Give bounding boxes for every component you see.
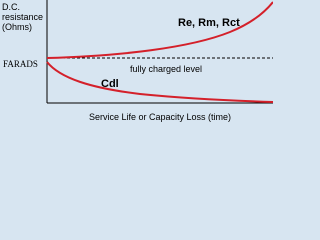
lower-curve xyxy=(46,61,273,103)
background xyxy=(0,0,273,125)
y-axis-top-label: (Ohms) xyxy=(2,22,32,32)
y-axis-top-label: D.C. xyxy=(2,2,20,12)
upper-curve-label: Re, Rm, Rct xyxy=(178,17,240,29)
reference-label: fully charged level xyxy=(130,64,202,74)
x-axis-label: Service Life or Capacity Loss (time) xyxy=(89,112,231,122)
diagram: D.C. resistance (Ohms) FARADS Re, Rm, Rc… xyxy=(0,0,273,125)
lower-curve-label: Cdl xyxy=(101,78,119,90)
y-axis-bottom-label: FARADS xyxy=(3,59,38,69)
upper-curve xyxy=(46,1,273,59)
y-axis-top-label: resistance xyxy=(2,12,43,22)
